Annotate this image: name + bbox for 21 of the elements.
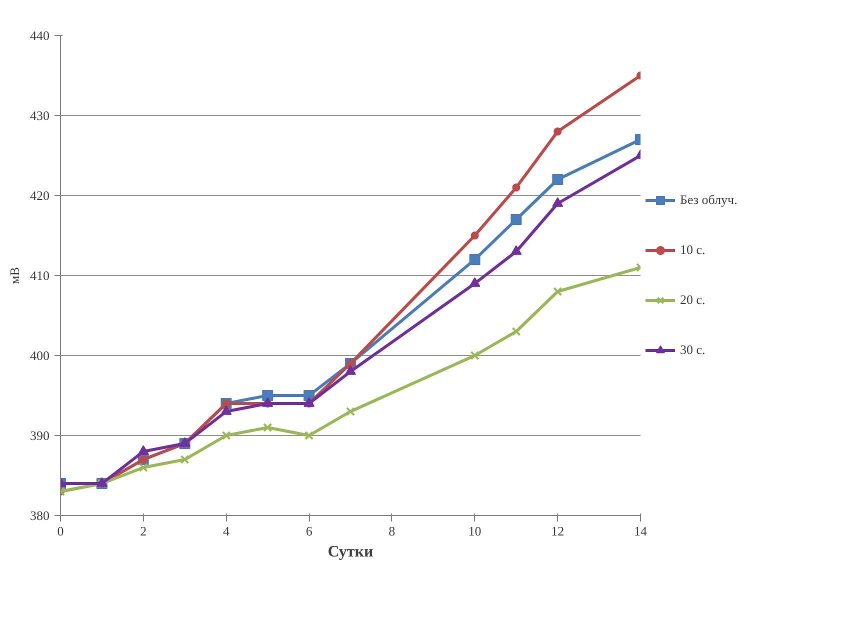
y-tick-label: 380 (30, 508, 50, 523)
y-tick-label: 420 (30, 188, 50, 203)
x-tick-label: 6 (306, 524, 313, 538)
y-tick-label: 440 (30, 28, 50, 43)
legend-label: 30 с. (680, 342, 706, 358)
x-tick-label: 14 (634, 524, 648, 538)
x-tick-label: 12 (551, 524, 564, 538)
x-tick-label: 2 (140, 524, 147, 538)
y-tick-label: 410 (30, 268, 50, 283)
x-axis-title: Сутки (328, 544, 374, 560)
legend-label: 10 с. (680, 242, 706, 258)
x-tick-label: 8 (388, 524, 396, 538)
x-tick-label: 4 (222, 524, 230, 538)
x-tick-label: 0 (57, 524, 64, 538)
y-tick-label: 390 (30, 428, 50, 443)
y-axis-title: мВ (7, 266, 22, 284)
legend-label: Без облуч. (680, 192, 738, 208)
x-tick-label: 10 (468, 524, 482, 538)
y-tick-label: 400 (30, 348, 50, 363)
y-tick-label: 430 (30, 108, 50, 123)
legend-label: 20 с. (680, 292, 706, 308)
